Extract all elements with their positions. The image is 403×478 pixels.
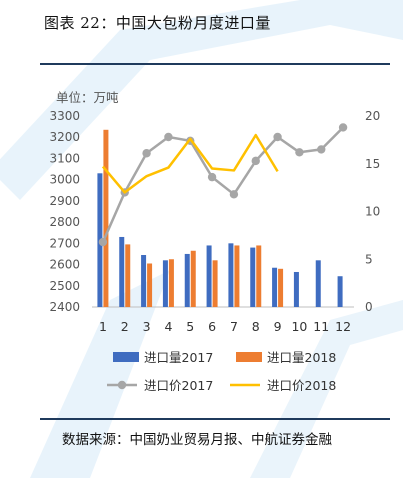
x-axis-tick-label: 10 — [291, 319, 307, 334]
bar-imports-2017 — [293, 271, 299, 307]
x-axis-tick-label: 9 — [274, 319, 282, 334]
legend-label: 进口价2018 — [267, 378, 336, 393]
bottom-rule — [40, 418, 390, 420]
right-axis-tick-label: 20 — [365, 109, 380, 123]
point-price-2017 — [251, 156, 260, 166]
left-axis-tick-label: 3100 — [49, 151, 80, 165]
bar-imports-2018 — [256, 245, 262, 307]
x-axis-tick-label: 6 — [208, 319, 216, 334]
point-price-2017 — [164, 132, 173, 142]
left-axis-tick-label: 3000 — [49, 173, 80, 187]
top-rule — [40, 63, 390, 65]
figure-title: 图表 22：中国大包粉月度进口量 — [44, 14, 271, 32]
point-price-2017 — [317, 145, 326, 154]
legend-label: 进口价2017 — [144, 378, 213, 393]
bar-imports-2017 — [250, 247, 256, 307]
bar-imports-2017 — [206, 245, 212, 307]
left-axis-ticks: 2400 2500 2600 2700 2800 2900 3000 3100 3200 3300 — [49, 109, 80, 314]
right-axis-ticks: 0 5 10 15 20 — [365, 109, 380, 314]
right-axis-tick-label: 0 — [365, 300, 373, 314]
legend-label: 进口量2017 — [144, 350, 213, 365]
bar-imports-2017 — [184, 253, 190, 307]
x-axis-tick-label: 7 — [230, 319, 238, 334]
point-price-2017 — [98, 237, 108, 247]
left-axis-tick-label: 2500 — [49, 279, 80, 293]
right-axis-tick-label: 15 — [365, 157, 380, 171]
point-price-2017 — [142, 149, 151, 158]
bar-imports-2017 — [162, 260, 168, 307]
bar-imports-2017 — [141, 255, 147, 307]
left-axis-tick-label: 2800 — [49, 215, 80, 229]
legend: 进口量2017 进口量2018 进口价2017 进口价2018 — [107, 350, 336, 393]
bar-imports-2017 — [315, 260, 321, 307]
left-axis-tick-label: 3200 — [49, 130, 80, 144]
left-axis-tick-label: 2900 — [49, 194, 80, 208]
bar-imports-2018 — [125, 244, 131, 307]
right-axis-tick-label: 5 — [365, 252, 373, 266]
right-axis-tick-label: 10 — [365, 205, 380, 219]
point-price-2017 — [273, 132, 282, 142]
legend-swatch — [113, 352, 139, 362]
legend-marker — [117, 380, 127, 390]
x-axis-tick-label: 11 — [313, 319, 329, 334]
point-price-2017 — [295, 148, 304, 157]
line-price-2017 — [101, 126, 344, 243]
bar-imports-2017 — [228, 243, 234, 307]
left-axis-tick-label: 3300 — [49, 109, 80, 123]
bar-imports-2018 — [147, 263, 153, 307]
left-axis-tick-label: 2700 — [49, 236, 80, 250]
x-axis-tick-label: 2 — [121, 319, 129, 334]
unit-label: 单位：万吨 — [56, 90, 119, 105]
line-price-2018 — [101, 133, 279, 194]
left-axis-tick-label: 2400 — [49, 300, 80, 314]
bar-imports-2018 — [168, 259, 174, 307]
legend-swatch — [236, 352, 262, 362]
lines-layer — [98, 123, 348, 247]
bar-imports-2018 — [103, 129, 109, 307]
point-price-2017 — [229, 190, 239, 199]
bar-imports-2017 — [337, 276, 343, 307]
bar-imports-2018 — [190, 250, 196, 307]
x-axis-tick-label: 5 — [186, 319, 194, 334]
left-axis-tick-label: 2600 — [49, 258, 80, 272]
point-price-2017 — [207, 172, 217, 182]
bar-imports-2018 — [234, 245, 240, 307]
x-axis-tick-label: 3 — [143, 319, 151, 334]
source-note: 数据来源：中国奶业贸易月报、中航证券金融 — [62, 432, 332, 448]
bar-imports-2017 — [272, 267, 278, 307]
x-axis-tick-label: 8 — [252, 319, 260, 334]
x-axis-tick-label: 4 — [164, 319, 172, 334]
bars-layer — [97, 129, 343, 307]
x-axis-tick-label: 1 — [99, 319, 107, 334]
point-price-2017 — [338, 123, 348, 132]
legend-label: 进口量2018 — [267, 350, 336, 365]
x-axis-ticks: 1 2 3 4 5 6 7 8 9 10 11 12 — [99, 319, 351, 334]
bar-imports-2018 — [278, 268, 284, 307]
bar-imports-2018 — [212, 260, 218, 307]
x-axis-tick-label: 12 — [335, 319, 351, 334]
bar-imports-2017 — [119, 236, 125, 307]
